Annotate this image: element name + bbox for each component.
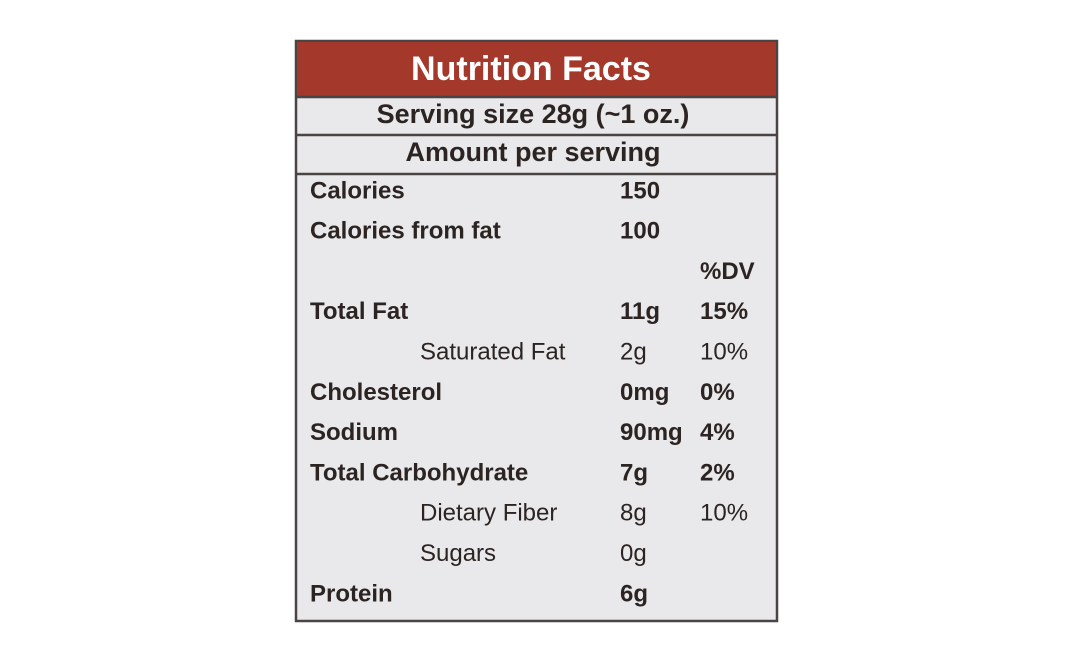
daily-value: 10% [700, 500, 748, 527]
sub-nutrient-label: Dietary Fiber [420, 500, 557, 527]
amount: 2g [620, 339, 647, 366]
title: Nutrition Facts [411, 50, 651, 88]
amount: 11g [620, 298, 660, 325]
header-band [297, 42, 776, 97]
daily-value: 10% [700, 339, 748, 366]
amount: 7g [620, 459, 648, 486]
amount-per-serving: Amount per serving [405, 137, 660, 167]
daily-value: 0% [700, 379, 735, 406]
nutrient-label: Protein [310, 580, 393, 607]
daily-value: 15% [700, 298, 748, 325]
nutrient-label: Total Fat [310, 298, 408, 325]
amount: 0mg [620, 379, 669, 406]
daily-value: 2% [700, 459, 735, 486]
label-box [294, 39, 779, 623]
nutrient-label: Cholesterol [310, 379, 442, 406]
nutrient-label: Sodium [310, 419, 398, 446]
amount: 8g [620, 500, 647, 527]
amount: 150 [620, 177, 660, 204]
daily-value: 4% [700, 419, 735, 446]
nutrient-label: Calories from fat [310, 218, 501, 245]
nutrient-label: Total Carbohydrate [310, 459, 528, 486]
dv-header: %DV [700, 258, 755, 285]
serving-size: Serving size 28g (~1 oz.) [377, 99, 690, 129]
sub-nutrient-label: Saturated Fat [420, 339, 566, 366]
nutrient-label: Calories [310, 177, 405, 204]
amount: 100 [620, 218, 660, 245]
sub-nutrient-label: Sugars [420, 540, 496, 567]
amount: 90mg [620, 419, 683, 446]
amount: 6g [620, 580, 648, 607]
amount: 0g [620, 540, 647, 567]
